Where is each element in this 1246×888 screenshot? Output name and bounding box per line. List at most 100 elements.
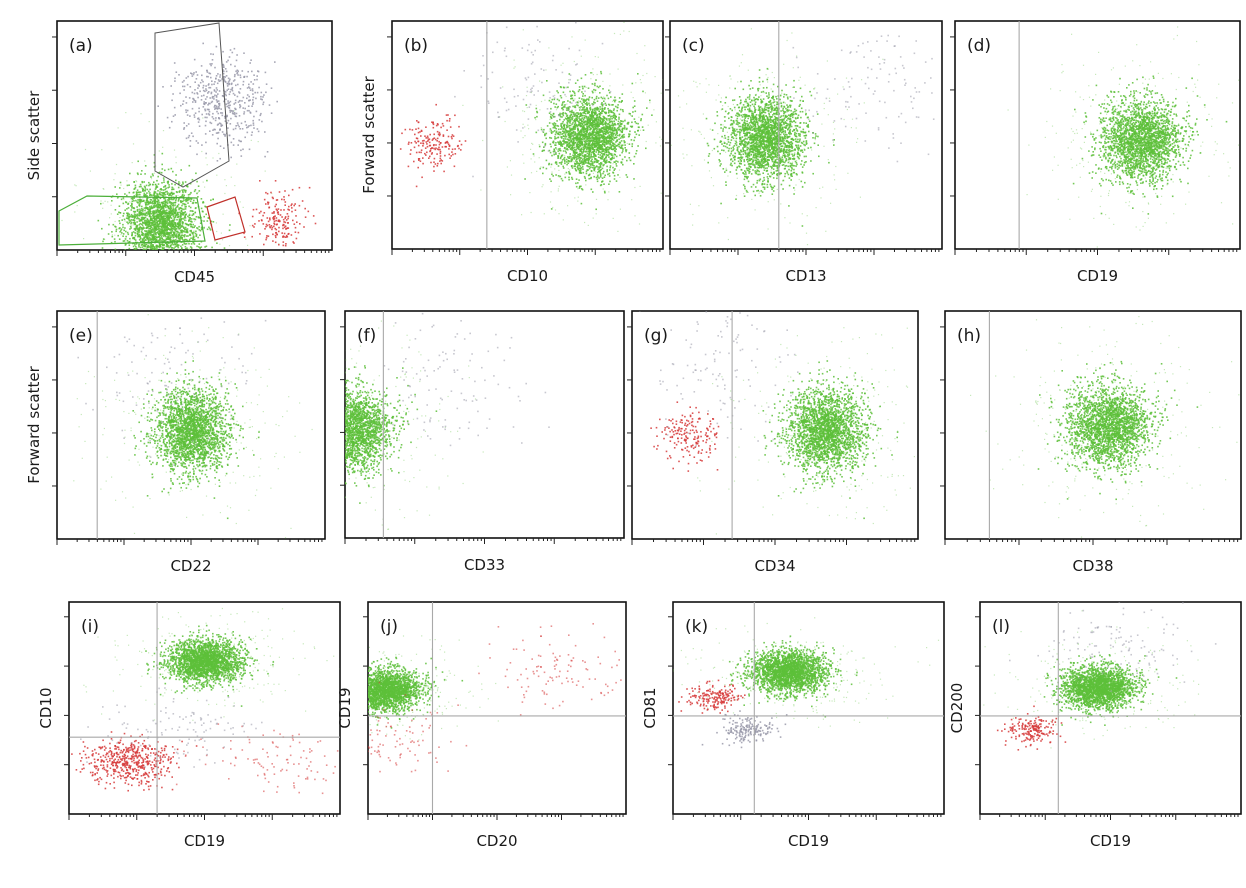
event-dot bbox=[169, 244, 172, 247]
event-dot bbox=[194, 218, 197, 221]
event-dot bbox=[157, 266, 159, 268]
event-dot bbox=[599, 119, 601, 121]
event-dot bbox=[297, 231, 300, 234]
event-dot bbox=[198, 110, 200, 113]
event-dot bbox=[574, 156, 576, 158]
event-dot bbox=[200, 198, 203, 200]
event-dot bbox=[646, 107, 648, 109]
event-dot bbox=[593, 175, 595, 178]
event-dot bbox=[597, 168, 599, 170]
event-dot bbox=[265, 225, 267, 228]
event-dot bbox=[550, 163, 553, 166]
event-dot bbox=[562, 135, 565, 137]
event-dot bbox=[191, 73, 193, 75]
event-dot bbox=[552, 124, 555, 126]
event-dot bbox=[102, 207, 104, 209]
event-dot bbox=[168, 254, 170, 256]
event-dot bbox=[562, 101, 564, 104]
event-dot bbox=[165, 211, 168, 214]
event-dot bbox=[292, 219, 294, 222]
event-dot bbox=[168, 232, 171, 234]
red-population bbox=[238, 180, 317, 250]
event-dot bbox=[143, 255, 145, 257]
event-dot bbox=[144, 190, 146, 192]
event-dot bbox=[183, 128, 185, 130]
event-dot bbox=[161, 215, 163, 218]
event-dot bbox=[184, 191, 187, 193]
event-dot bbox=[580, 125, 583, 127]
event-dot bbox=[132, 143, 135, 145]
event-dot bbox=[577, 101, 579, 104]
event-dot bbox=[163, 235, 165, 238]
event-dot bbox=[170, 217, 173, 219]
event-dot bbox=[165, 212, 167, 215]
event-dot bbox=[582, 168, 584, 170]
event-dot bbox=[581, 120, 584, 123]
event-dot bbox=[568, 118, 570, 120]
event-dot bbox=[578, 164, 580, 167]
event-dot bbox=[612, 135, 614, 137]
event-dot bbox=[139, 237, 142, 240]
event-dot bbox=[566, 114, 569, 117]
event-dot bbox=[633, 178, 635, 180]
event-dot bbox=[146, 192, 148, 194]
event-dot bbox=[535, 107, 538, 110]
event-dot bbox=[155, 239, 158, 242]
event-dot bbox=[253, 226, 255, 228]
event-dot bbox=[607, 115, 610, 117]
event-dot bbox=[550, 208, 553, 210]
event-dot bbox=[629, 113, 631, 115]
event-dot bbox=[571, 117, 574, 120]
event-dot bbox=[185, 96, 187, 98]
event-dot bbox=[138, 259, 140, 261]
event-dot bbox=[613, 178, 616, 180]
event-dot bbox=[188, 164, 191, 167]
event-dot bbox=[230, 176, 232, 178]
event-dot bbox=[74, 184, 76, 186]
event-dot bbox=[269, 226, 272, 229]
event-dot bbox=[162, 263, 164, 265]
event-dot bbox=[101, 227, 103, 230]
event-dot bbox=[611, 153, 613, 155]
event-dot bbox=[245, 238, 247, 240]
event-dot bbox=[148, 192, 151, 194]
event-dot bbox=[278, 191, 281, 193]
event-dot bbox=[583, 101, 585, 104]
event-dot bbox=[184, 214, 187, 216]
event-dot bbox=[586, 101, 588, 104]
event-dot bbox=[217, 112, 220, 115]
event-dot bbox=[555, 147, 557, 149]
event-dot bbox=[147, 237, 150, 239]
event-dot bbox=[591, 114, 593, 116]
event-dot bbox=[166, 219, 169, 222]
event-dot bbox=[580, 138, 583, 140]
event-dot bbox=[599, 163, 602, 166]
event-dot bbox=[204, 90, 206, 93]
event-dot bbox=[234, 65, 236, 68]
event-dot bbox=[177, 239, 180, 242]
event-dot bbox=[226, 105, 228, 108]
event-dot bbox=[588, 156, 590, 159]
event-dot bbox=[156, 222, 158, 225]
event-dot bbox=[234, 115, 237, 117]
event-dot bbox=[128, 216, 130, 218]
event-dot bbox=[605, 122, 607, 124]
event-dot bbox=[162, 209, 164, 212]
event-dot bbox=[604, 141, 606, 144]
event-dot bbox=[283, 226, 286, 229]
event-dot bbox=[136, 191, 138, 194]
event-dot bbox=[593, 121, 595, 123]
event-dot bbox=[153, 220, 156, 222]
event-dot bbox=[580, 132, 583, 135]
event-dot bbox=[135, 243, 138, 245]
event-dot bbox=[164, 234, 166, 237]
event-dot bbox=[168, 186, 171, 188]
event-dot bbox=[143, 253, 145, 255]
event-dot bbox=[604, 160, 607, 163]
event-dot bbox=[177, 203, 180, 206]
event-dot bbox=[574, 154, 576, 156]
event-dot bbox=[608, 128, 610, 130]
event-dot bbox=[236, 95, 239, 98]
event-dot bbox=[625, 174, 628, 176]
event-dot bbox=[574, 121, 576, 123]
